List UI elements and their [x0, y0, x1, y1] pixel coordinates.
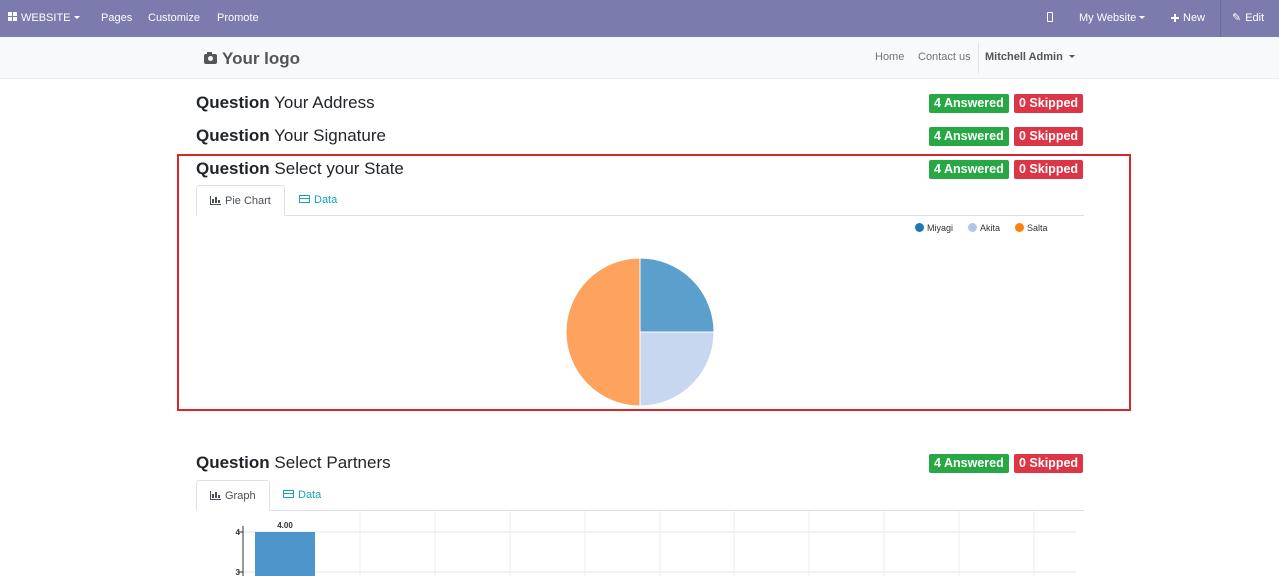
bar-chart: 344.00 [236, 511, 1076, 576]
website-menu-label: WEBSITE [21, 12, 71, 24]
new-button[interactable]: New [1171, 0, 1205, 37]
tab-data[interactable]: Data [270, 480, 334, 511]
y-tick-label: 4 [236, 528, 241, 537]
mobile-preview-button[interactable] [1047, 0, 1053, 37]
highlight-box [177, 154, 1131, 411]
answered-badge[interactable]: 4 Answered [929, 94, 1009, 113]
pie-slice-akita[interactable] [639, 331, 715, 407]
tab-graph[interactable]: Graph [196, 480, 270, 511]
tab-label: Pie Chart [225, 195, 271, 207]
legend-item[interactable]: Miyagi [915, 223, 953, 233]
divider [1220, 0, 1221, 37]
my-website-label: My Website [1079, 12, 1137, 24]
pages-menu[interactable]: Pages [101, 12, 133, 24]
mobile-icon [1047, 12, 1053, 22]
plus-icon [1171, 14, 1179, 22]
legend-swatch [1015, 223, 1024, 232]
site-logo[interactable]: Your logo [204, 49, 300, 69]
tab-divider [196, 215, 1084, 216]
question-text: Your Address [274, 93, 375, 112]
camera-icon [204, 52, 217, 64]
logo-text: Your logo [222, 49, 301, 68]
tab-data[interactable]: Data [286, 185, 350, 216]
user-name: Mitchell Admin [985, 51, 1063, 63]
question-prefix: Question [196, 126, 270, 145]
y-tick-label: 3 [236, 568, 241, 576]
tab-pie-chart[interactable]: Pie Chart [196, 185, 285, 216]
chevron-down-icon [73, 16, 80, 19]
table-icon [283, 490, 294, 498]
skipped-badge[interactable]: 0 Skipped [1014, 454, 1084, 473]
skipped-badge[interactable]: 0 Skipped [1014, 160, 1084, 179]
chevron-down-icon [1068, 55, 1075, 58]
legend-label: Akita [980, 223, 1001, 233]
legend-item[interactable]: Salta [1015, 223, 1048, 233]
answered-badge[interactable]: 4 Answered [929, 160, 1009, 179]
question-text: Your Signature [274, 126, 386, 145]
pie-chart [565, 257, 715, 407]
my-website-menu[interactable]: My Website [1079, 0, 1146, 37]
chevron-down-icon [1139, 16, 1146, 19]
pie-slice-miyagi[interactable] [639, 257, 715, 333]
new-label: New [1183, 12, 1206, 24]
question-text: Select Partners [274, 453, 391, 472]
question-title: Question Your Signature [196, 126, 386, 146]
customize-menu[interactable]: Customize [148, 12, 200, 24]
question-text: Select your State [274, 159, 404, 178]
question-title: Question Select Partners [196, 453, 391, 473]
bar-value-label: 4.00 [277, 521, 293, 530]
skipped-badge[interactable]: 0 Skipped [1014, 94, 1084, 113]
divider [978, 43, 979, 73]
edit-button[interactable]: ✎ Edit [1232, 0, 1264, 37]
admin-navbar: WEBSITE Pages Customize Promote My Websi… [0, 0, 1279, 37]
pie-slice-salta[interactable] [565, 257, 641, 407]
question-prefix: Question [196, 159, 270, 178]
legend-swatch [968, 223, 977, 232]
nav-home[interactable]: Home [875, 51, 905, 63]
question-prefix: Question [196, 453, 270, 472]
tab-label: Data [298, 489, 322, 501]
legend-label: Miyagi [927, 223, 954, 233]
tab-label: Graph [225, 490, 256, 502]
legend-label: Salta [1027, 223, 1048, 233]
tab-label: Data [314, 194, 338, 206]
pencil-icon: ✎ [1232, 12, 1242, 24]
promote-menu[interactable]: Promote [217, 12, 259, 24]
bar-chart-icon [210, 196, 221, 205]
answered-badge[interactable]: 4 Answered [929, 454, 1009, 473]
question-prefix: Question [196, 93, 270, 112]
bar-chart-icon [210, 491, 221, 500]
nav-contact-us[interactable]: Contact us [918, 51, 971, 63]
table-icon [299, 195, 310, 203]
apps-grid-icon [8, 12, 18, 22]
user-menu[interactable]: Mitchell Admin [985, 51, 1075, 63]
website-menu[interactable]: WEBSITE [8, 0, 80, 37]
answered-badge[interactable]: 4 Answered [929, 127, 1009, 146]
edit-label: Edit [1245, 12, 1265, 24]
legend-swatch [915, 223, 924, 232]
site-header: Your logo Home Contact us Mitchell Admin [0, 37, 1279, 79]
skipped-badge[interactable]: 0 Skipped [1014, 127, 1084, 146]
legend-item[interactable]: Akita [968, 223, 1000, 233]
bar[interactable] [255, 532, 315, 576]
question-title: Question Select your State [196, 159, 404, 179]
question-title: Question Your Address [196, 93, 375, 113]
tab-divider [196, 510, 1084, 511]
